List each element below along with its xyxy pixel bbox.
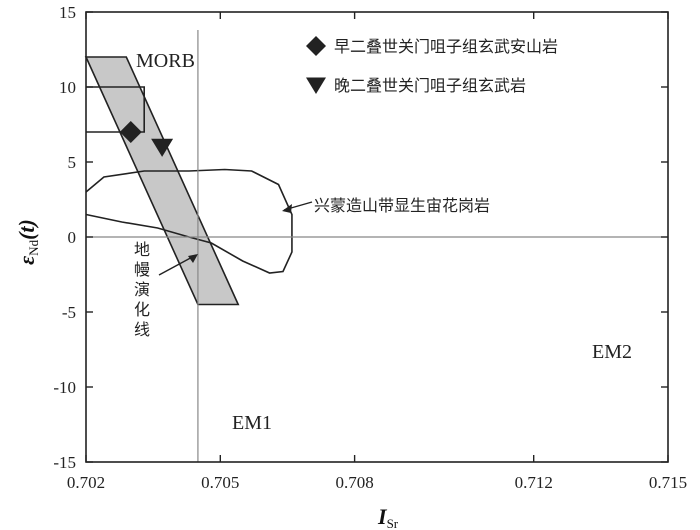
regions-layer	[84, 56, 293, 306]
mantle-array-band	[84, 56, 240, 306]
legend-marker-diamond	[306, 36, 326, 56]
legend-label: 早二叠世关门咀子组玄武安山岩	[334, 37, 558, 56]
legend-label: 晚二叠世关门咀子组玄武岩	[334, 76, 526, 95]
annotations: MORB 兴蒙造山带显生宙花岗岩 地幔演化线 EM1 EM2	[134, 50, 632, 434]
y-tick-label: 0	[68, 228, 77, 247]
mantle-leader-arrowhead	[188, 254, 198, 263]
legend-marker-triangle-down	[306, 77, 326, 94]
y-tick-label: 10	[59, 78, 76, 97]
y-tick-label: -15	[53, 453, 76, 472]
y-axis-title: εNd(t)	[14, 219, 41, 265]
x-tick-label: 0.702	[67, 473, 105, 492]
x-tick-label: 0.705	[201, 473, 239, 492]
x-axis-title: ISr	[377, 504, 399, 530]
em1-label: EM1	[232, 412, 272, 434]
granite-field-label: 兴蒙造山带显生宙花岗岩	[314, 196, 490, 215]
morb-label: MORB	[136, 50, 195, 72]
data-point-diamond	[119, 121, 142, 143]
data-point-triangle-down	[151, 138, 174, 157]
reference-lines	[86, 30, 668, 462]
data-points	[119, 121, 174, 157]
y-tick-label: 15	[59, 3, 76, 22]
x-tick-label: 0.715	[649, 473, 687, 492]
x-tick-label: 0.712	[515, 473, 553, 492]
y-tick-label: -5	[62, 303, 76, 322]
x-tick-label: 0.708	[335, 473, 373, 492]
y-tick-label: 5	[68, 153, 77, 172]
y-tick-label: -10	[53, 378, 76, 397]
mantle-array-label: 地幔演化线	[134, 240, 150, 339]
granite-leader-arrowhead	[282, 204, 292, 213]
axis-ticks: 0.702 0.705 0.708 0.712 0.715 15 10 5 0 -5 -10 -15	[53, 3, 687, 492]
morb-box	[86, 86, 145, 133]
granite-field-outline	[85, 168, 293, 274]
em2-label: EM2	[592, 341, 632, 363]
